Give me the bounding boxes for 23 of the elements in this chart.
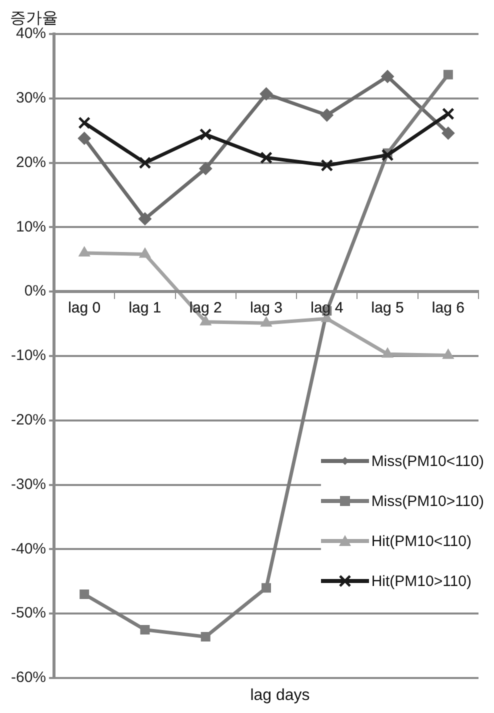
- x-tick-label: lag 2: [189, 300, 222, 317]
- x-tick-label: lag 0: [68, 300, 101, 317]
- x-tick-label: lag 6: [432, 300, 464, 317]
- x-tick-label: lag 1: [128, 300, 162, 317]
- legend-label: Hit(PM10>110): [371, 572, 472, 590]
- y-tick-label: -60%: [10, 669, 46, 686]
- y-tick-label: -20%: [10, 412, 46, 429]
- legend-label: Hit(PM10<110): [371, 532, 472, 550]
- y-tick-label: -10%: [10, 347, 46, 364]
- y-tick-label: 20%: [16, 154, 46, 171]
- y-tick-label: 40%: [16, 25, 46, 42]
- x-tick-label: lag 5: [371, 300, 404, 317]
- y-tick-label: -40%: [10, 540, 46, 558]
- y-tick-label: 10%: [16, 218, 46, 236]
- x-tick-label: lag 3: [250, 300, 283, 317]
- y-tick-label: -30%: [10, 476, 46, 493]
- y-tick-label: 30%: [16, 90, 46, 107]
- y-tick-label: 0%: [24, 282, 46, 300]
- x-axis-title: lag days: [249, 687, 311, 705]
- legend-label: Miss(PM10<110): [371, 452, 484, 470]
- legend-label: Miss(PM10>110): [371, 492, 484, 510]
- y-tick-label: -50%: [10, 604, 46, 622]
- y-axis-title: 증가율: [10, 9, 58, 28]
